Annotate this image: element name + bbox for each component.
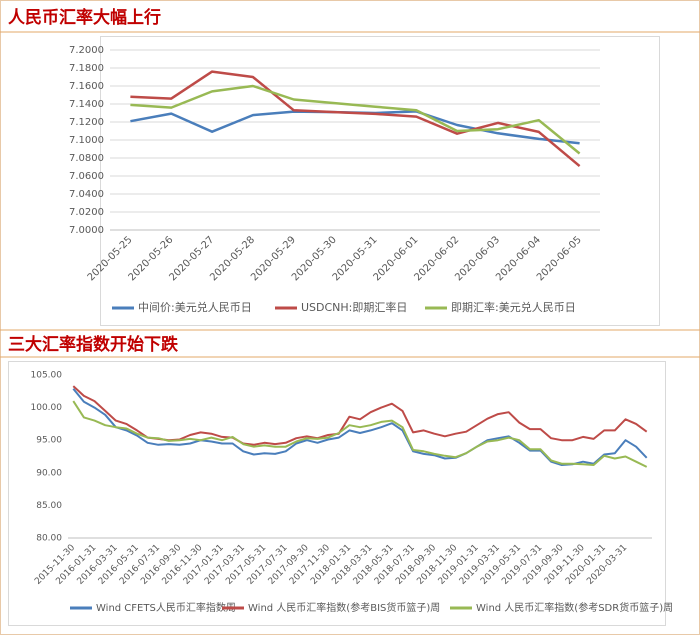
y-tick-label: 7.2000 — [69, 45, 104, 56]
series-line — [72, 400, 648, 468]
y-tick-label: 7.0600 — [69, 171, 104, 182]
y-tick-label: 7.1800 — [69, 63, 104, 74]
y-tick-label: 7.0800 — [69, 153, 104, 164]
series-line — [130, 70, 581, 168]
y-tick-label: 85.00 — [36, 501, 62, 511]
y-tick-label: 7.0200 — [69, 207, 104, 218]
series-line — [72, 388, 648, 466]
chart-frame — [8, 361, 666, 626]
legend-label: Wind CFETS人民币汇率指数周 — [96, 601, 236, 614]
legend-label: USDCNH:即期汇率日 — [301, 300, 407, 314]
y-tick-label: 7.1000 — [69, 135, 104, 146]
y-tick-label: 100.00 — [31, 403, 63, 413]
legend-label: Wind 人民币汇率指数(参考BIS货币篮子)周 — [248, 601, 440, 614]
y-tick-label: 7.1600 — [69, 81, 104, 92]
section-title: 人民币汇率大幅上行 — [8, 7, 161, 28]
y-tick-label: 7.0400 — [69, 189, 104, 200]
y-tick-label: 7.1400 — [69, 99, 104, 110]
y-tick-label: 7.1200 — [69, 117, 104, 128]
legend-label: Wind 人民币汇率指数(参考SDR货币篮子)周 — [476, 601, 673, 614]
legend-label: 中间价:美元兑人民币日 — [138, 300, 252, 314]
series-line — [130, 84, 581, 155]
section-title: 三大汇率指数开始下跌 — [8, 334, 179, 355]
y-tick-label: 95.00 — [36, 436, 62, 446]
y-tick-label: 90.00 — [36, 468, 62, 478]
y-tick-label: 80.00 — [36, 534, 62, 544]
y-tick-label: 7.0000 — [69, 225, 104, 236]
legend-label: 即期汇率:美元兑人民币日 — [451, 300, 576, 314]
y-tick-label: 105.00 — [31, 371, 63, 381]
